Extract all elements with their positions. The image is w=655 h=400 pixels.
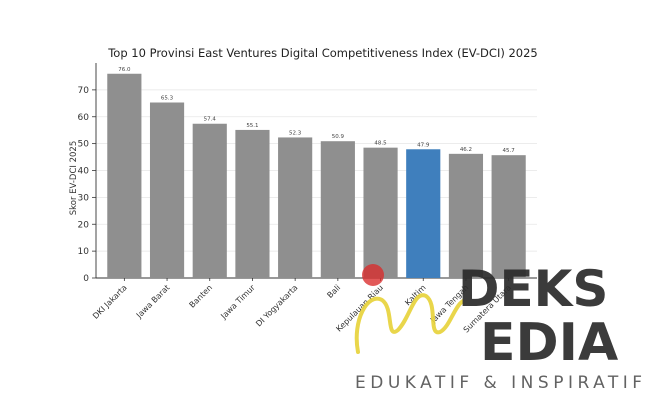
bar-3 [235, 129, 270, 278]
x-tick-label-5: Bali [325, 283, 342, 300]
watermark-line2: EDIA [480, 313, 618, 373]
bar-5 [320, 141, 355, 278]
y-tick-label-0: 0 [83, 274, 89, 284]
x-tick-label-3: Jawa Timur [218, 283, 257, 322]
watermark-logo: DEKS EDIA EDUKATIF & INSPIRATIF [354, 260, 647, 393]
data-label-3: 55.1 [246, 123, 258, 129]
bar-9 [491, 155, 526, 278]
y-tick-label-6: 60 [78, 113, 90, 123]
watermark-line1: DEKS [458, 260, 608, 318]
bar-6 [363, 147, 398, 278]
data-label-1: 65.3 [161, 96, 174, 102]
bar-0 [107, 73, 142, 278]
y-tick-label-1: 10 [78, 247, 90, 257]
y-tick-label-5: 50 [78, 140, 90, 150]
data-label-6: 48.5 [374, 141, 387, 147]
data-label-8: 46.2 [460, 147, 472, 153]
golden-m-swoosh-icon [354, 293, 472, 354]
data-label-9: 45.7 [503, 148, 516, 154]
data-label-5: 50.9 [332, 134, 345, 140]
data-labels: 76.0 65.3 57.4 55.1 52.3 50.9 48.5 47.9 46.2 45.7 [118, 67, 515, 154]
chart-title: Top 10 Provinsi East Ventures Digital Co… [107, 46, 538, 60]
y-tick-label-3: 30 [78, 193, 90, 203]
red-dot-icon [362, 264, 384, 286]
x-tick-label-1: Jawa Barat [134, 283, 171, 320]
bar-2 [192, 123, 227, 278]
data-label-4: 52.3 [289, 130, 302, 136]
x-tick-label-0: DKI Jakarta [91, 283, 129, 321]
y-tick-label-7: 70 [78, 86, 90, 96]
data-label-7: 47.9 [417, 142, 430, 148]
bar-1 [149, 102, 185, 278]
bar-7 [406, 149, 441, 278]
x-tick-labels: DKI Jakarta Jawa Barat Banten Jawa TimurDI … [91, 278, 513, 334]
x-tick-label-2: Banten [188, 283, 215, 310]
data-label-0: 76.0 [118, 67, 131, 73]
y-axis-label: Skor EV-DCI 2025 [69, 141, 79, 216]
x-tick-label-4: DI Yogyakarta [254, 283, 299, 328]
data-label-2: 57.4 [204, 117, 217, 123]
y-tick-label-2: 20 [78, 220, 90, 230]
y-tick-labels: 0 10 20 30 40 50 60 70 [78, 86, 90, 284]
y-tick-label-4: 40 [78, 167, 90, 177]
watermark-tagline: EDUKATIF & INSPIRATIF [355, 373, 647, 393]
bars [107, 73, 526, 278]
x-tick-label-6: Kepulauan Riau [334, 283, 384, 333]
bar-8 [448, 153, 484, 278]
bar-4 [278, 137, 313, 278]
